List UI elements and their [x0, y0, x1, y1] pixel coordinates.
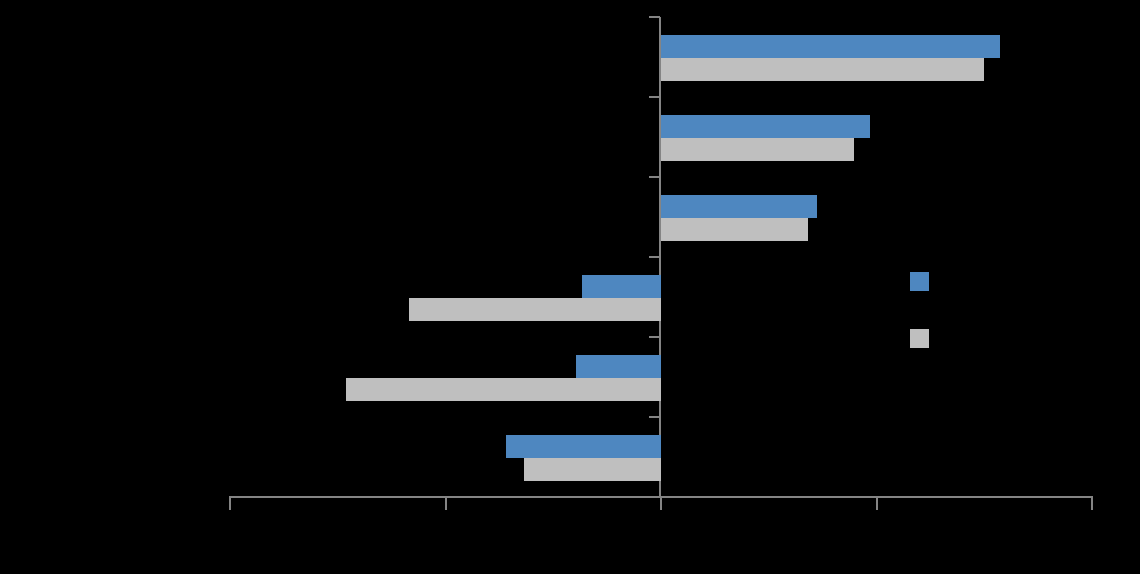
category-axis-tick	[649, 416, 660, 418]
bar-series1-cat1	[661, 35, 1001, 58]
category-axis-line	[659, 17, 661, 498]
bar-series1-cat6	[505, 435, 661, 458]
category-axis-tick	[649, 16, 660, 18]
bar-series1-cat4	[582, 275, 661, 298]
legend-item-series2	[910, 329, 935, 348]
category-axis-tick	[649, 336, 660, 338]
bar-series2-cat6	[524, 458, 661, 481]
bar-series1-cat3	[661, 195, 818, 218]
value-axis-tick	[229, 496, 231, 510]
legend-swatch-series1	[910, 272, 929, 291]
category-axis-tick	[649, 256, 660, 258]
value-axis-tick	[660, 496, 662, 510]
bar-series1-cat2	[661, 115, 871, 138]
legend-swatch-series2	[910, 329, 929, 348]
bar-series2-cat3	[661, 218, 808, 241]
category-axis-tick	[649, 96, 660, 98]
bar-series2-cat5	[346, 378, 661, 401]
bar-series2-cat4	[408, 298, 661, 321]
bar-series2-cat1	[661, 58, 985, 81]
legend-item-series1	[910, 272, 935, 291]
value-axis-tick	[444, 496, 447, 510]
bar-series2-cat2	[661, 138, 854, 161]
bar-series1-cat5	[575, 355, 661, 378]
value-axis-tick	[875, 496, 878, 510]
category-axis-tick	[649, 176, 660, 178]
value-axis-tick	[1091, 496, 1093, 510]
